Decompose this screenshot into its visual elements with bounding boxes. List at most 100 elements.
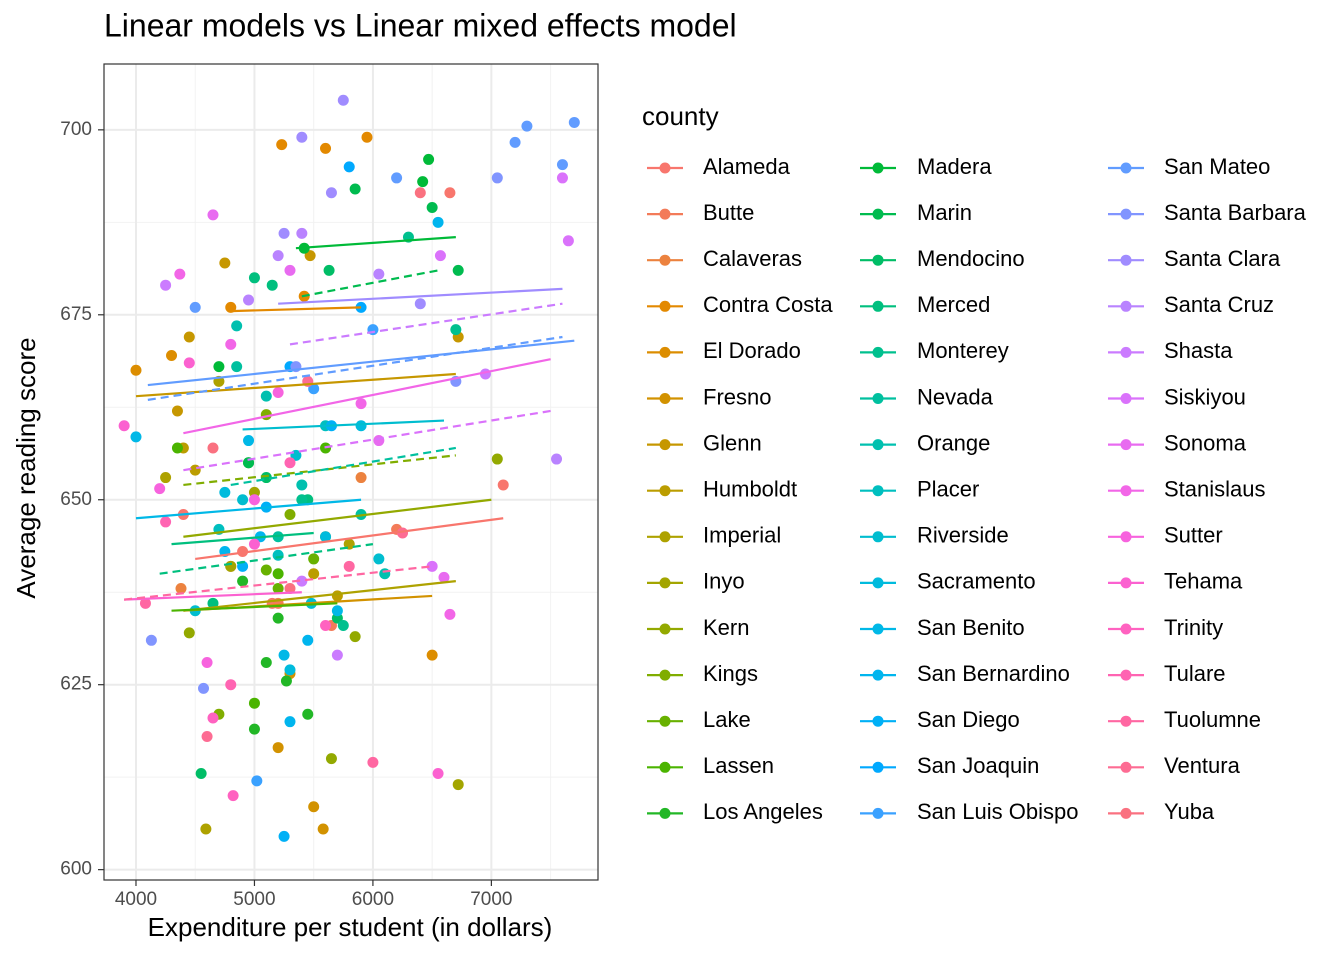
legend-key-dot	[872, 485, 884, 497]
point	[276, 139, 288, 151]
legend-label: Lassen	[703, 753, 774, 778]
point	[556, 172, 568, 184]
legend-key-dot	[659, 669, 671, 681]
lm-line	[278, 287, 563, 305]
point	[438, 571, 450, 583]
y-tick-label: 700	[60, 119, 92, 140]
point	[175, 583, 187, 595]
lme-line	[301, 269, 439, 298]
point	[337, 620, 349, 632]
point	[331, 605, 343, 617]
legend-key-dot	[659, 300, 671, 312]
legend-key-dot	[659, 439, 671, 451]
point	[278, 830, 290, 842]
point	[207, 442, 219, 454]
point	[417, 176, 429, 188]
legend-label: San Mateo	[1164, 154, 1270, 179]
point	[160, 472, 172, 484]
point	[426, 202, 438, 214]
legend-label: Siskiyou	[1164, 384, 1246, 409]
point	[284, 716, 296, 728]
point	[308, 801, 320, 813]
legend-key-dot	[659, 485, 671, 497]
point	[219, 486, 231, 498]
legend-label: Marin	[917, 200, 972, 225]
y-tick-label: 625	[60, 674, 92, 695]
legend-label: Santa Clara	[1164, 246, 1281, 271]
legend-label: Imperial	[703, 523, 781, 548]
legend-key-dot	[659, 346, 671, 358]
point	[568, 116, 580, 128]
point	[200, 823, 212, 835]
point	[243, 294, 255, 306]
legend-title: county	[642, 101, 719, 131]
legend-label: Sonoma	[1164, 430, 1247, 455]
legend-label: Madera	[917, 154, 992, 179]
point	[284, 264, 296, 276]
legend-key-dot	[872, 439, 884, 451]
legend-key-dot	[1120, 715, 1132, 727]
lme-line	[183, 454, 456, 487]
point	[308, 553, 320, 565]
point	[432, 767, 444, 779]
legend-label: Sacramento	[917, 569, 1036, 594]
point	[189, 464, 201, 476]
legend-label: Inyo	[703, 569, 745, 594]
point	[272, 250, 284, 262]
legend-label: Shasta	[1164, 338, 1233, 363]
point	[320, 620, 332, 632]
point	[219, 257, 231, 269]
lme-line	[183, 409, 551, 472]
point	[225, 560, 237, 572]
point	[509, 136, 521, 148]
point	[450, 324, 462, 336]
point	[248, 494, 260, 506]
plot-border	[103, 63, 599, 881]
legend-key-dot	[1120, 623, 1132, 635]
point	[160, 516, 172, 528]
legend-key-dot	[1120, 300, 1132, 312]
lm-line	[183, 358, 551, 435]
point	[251, 775, 263, 787]
legend-label: San Diego	[917, 707, 1020, 732]
legend-key-dot	[659, 761, 671, 773]
point	[325, 187, 337, 199]
point	[213, 361, 225, 373]
legend-label: El Dorado	[703, 338, 801, 363]
legend-key-dot	[1120, 807, 1132, 819]
legend-label: Contra Costa	[703, 292, 833, 317]
y-tick-label: 675	[60, 304, 92, 325]
point	[280, 675, 292, 687]
legend-key-dot	[1120, 669, 1132, 681]
legend-key-dot	[872, 300, 884, 312]
lm-line	[171, 602, 338, 612]
legend-label: Trinity	[1164, 615, 1223, 640]
lm-line	[183, 498, 492, 538]
point	[284, 583, 296, 595]
point	[343, 560, 355, 572]
point	[391, 172, 403, 184]
point	[323, 264, 335, 276]
point	[556, 159, 568, 171]
point	[432, 216, 444, 228]
point	[355, 420, 367, 432]
point	[201, 656, 213, 668]
legend-label: Riverside	[917, 523, 1009, 548]
legend-key-dot	[659, 393, 671, 404]
point	[266, 279, 278, 291]
point	[349, 183, 361, 195]
point	[248, 272, 260, 284]
legend-label: Fresno	[703, 384, 771, 409]
point	[118, 420, 130, 432]
legend-key-dot	[1120, 439, 1132, 451]
legend-label: Alameda	[703, 154, 791, 179]
legend-label: Kings	[703, 661, 758, 686]
point	[296, 575, 308, 587]
point	[174, 268, 186, 280]
point	[237, 546, 249, 558]
lm-line	[135, 498, 362, 520]
point	[183, 331, 195, 343]
point	[331, 590, 343, 602]
legend-label: San Luis Obispo	[917, 799, 1078, 824]
